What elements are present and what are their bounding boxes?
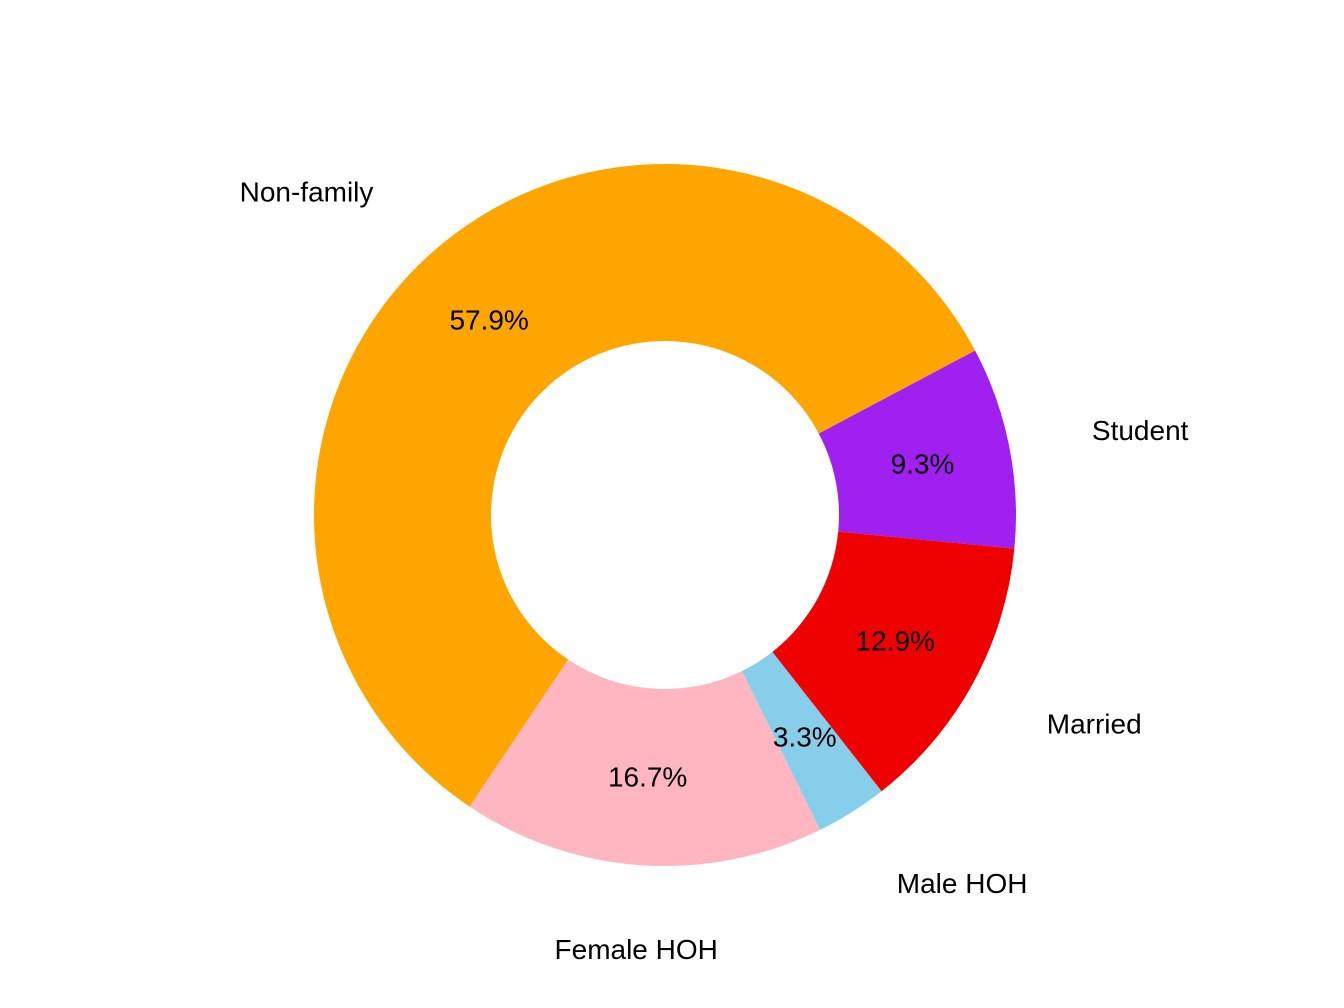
slice-student (818, 350, 1017, 549)
percent-labels-layer: 9.3% 57.9% 16.7% 3.3% 12.9% (449, 305, 954, 793)
category-labels-layer: Student Non-family Female HOH Male HOH Marri… (240, 176, 1189, 964)
category-label-married: Married (1047, 708, 1142, 739)
percent-label-female-hoh: 16.7% (608, 761, 687, 792)
category-label-student: Student (1092, 415, 1189, 446)
category-label-non-family: Non-family (240, 176, 374, 207)
percent-label-non-family: 57.9% (449, 305, 528, 336)
slice-non-family (313, 163, 976, 807)
percent-label-male-hoh: 3.3% (773, 722, 837, 753)
slice-female-hoh (469, 659, 821, 866)
percent-label-married: 12.9% (856, 626, 935, 657)
slices-layer (313, 163, 1017, 866)
category-label-female-hoh: Female HOH (555, 934, 718, 965)
percent-label-student: 9.3% (891, 448, 955, 479)
slice-married (772, 531, 1015, 792)
slice-male-hoh (741, 651, 882, 830)
category-label-male-hoh: Male HOH (897, 868, 1028, 899)
